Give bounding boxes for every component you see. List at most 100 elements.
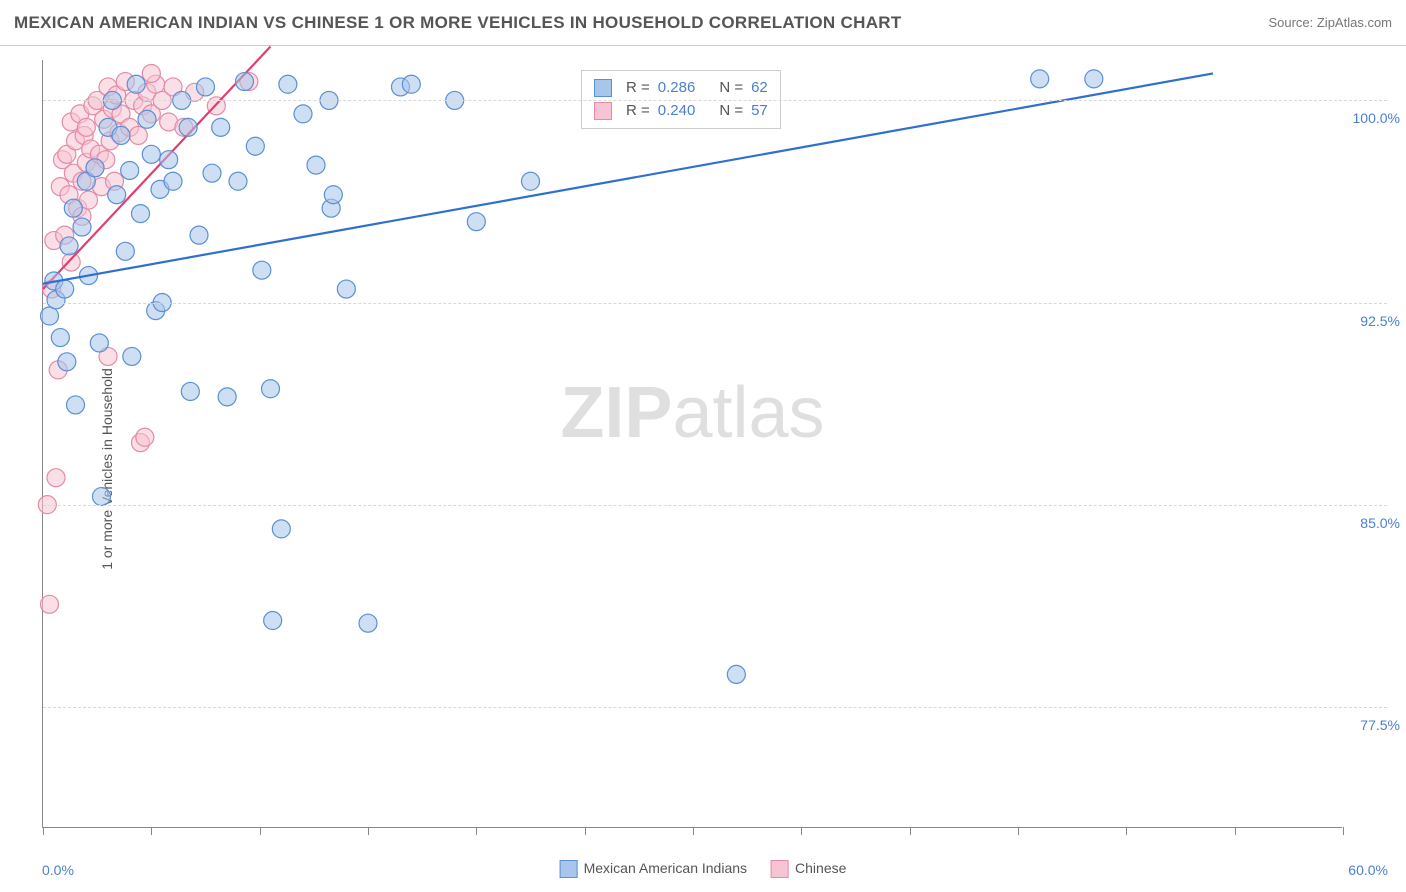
stats-n-value: 62 — [751, 77, 768, 100]
scatter-point-blue — [56, 280, 74, 298]
stats-r-value: 0.240 — [658, 100, 696, 123]
x-tick — [43, 827, 44, 835]
scatter-point-pink — [129, 126, 147, 144]
scatter-point-blue — [127, 75, 145, 93]
stats-n-value: 57 — [751, 100, 768, 123]
y-tick-label: 77.5% — [1360, 717, 1400, 733]
scatter-point-blue — [51, 329, 69, 347]
x-tick — [801, 827, 802, 835]
scatter-point-blue — [67, 396, 85, 414]
scatter-point-blue — [294, 105, 312, 123]
scatter-point-blue — [108, 186, 126, 204]
scatter-point-blue — [727, 665, 745, 683]
stats-r-label: R = — [626, 77, 650, 100]
gridline — [43, 707, 1387, 708]
stats-n-label: N = — [719, 77, 743, 100]
stats-swatch-blue — [594, 79, 612, 97]
scatter-point-pink — [62, 253, 80, 271]
scatter-point-blue — [41, 307, 59, 325]
x-tick — [693, 827, 694, 835]
legend-item-blue: Mexican American Indians — [560, 860, 747, 878]
scatter-point-blue — [93, 488, 111, 506]
scatter-point-blue — [359, 614, 377, 632]
scatter-point-blue — [253, 261, 271, 279]
scatter-point-pink — [136, 428, 154, 446]
scatter-point-blue — [181, 382, 199, 400]
scatter-point-blue — [112, 126, 130, 144]
scatter-point-blue — [164, 172, 182, 190]
scatter-point-blue — [324, 186, 342, 204]
scatter-point-blue — [132, 205, 150, 223]
stats-r-value: 0.286 — [658, 77, 696, 100]
x-axis-min-label: 0.0% — [42, 862, 74, 878]
scatter-point-blue — [90, 334, 108, 352]
scatter-point-blue — [190, 226, 208, 244]
x-tick — [1235, 827, 1236, 835]
x-tick — [585, 827, 586, 835]
scatter-point-blue — [160, 151, 178, 169]
scatter-point-blue — [467, 213, 485, 231]
x-tick — [1018, 827, 1019, 835]
stats-n-label: N = — [719, 100, 743, 123]
legend-item-pink: Chinese — [771, 860, 846, 878]
scatter-point-blue — [272, 520, 290, 538]
scatter-point-blue — [264, 612, 282, 630]
x-tick — [1126, 827, 1127, 835]
scatter-point-blue — [116, 242, 134, 260]
legend-bottom: Mexican American Indians Chinese — [560, 860, 847, 878]
scatter-point-blue — [307, 156, 325, 174]
scatter-point-blue — [229, 172, 247, 190]
scatter-point-blue — [58, 353, 76, 371]
chart-area: 1 or more Vehicles in Household R = 0.28… — [0, 46, 1406, 892]
scatter-point-pink — [47, 469, 65, 487]
scatter-point-blue — [64, 199, 82, 217]
scatter-point-blue — [1031, 70, 1049, 88]
scatter-point-pink — [41, 595, 59, 613]
scatter-point-blue — [218, 388, 236, 406]
chart-title: MEXICAN AMERICAN INDIAN VS CHINESE 1 OR … — [14, 13, 902, 33]
scatter-point-blue — [212, 118, 230, 136]
chart-source: Source: ZipAtlas.com — [1268, 15, 1392, 30]
gridline — [43, 303, 1387, 304]
scatter-point-pink — [77, 118, 95, 136]
scatter-point-blue — [236, 73, 254, 91]
scatter-point-blue — [262, 380, 280, 398]
stats-row-pink: R = 0.240 N = 57 — [594, 100, 768, 123]
legend-swatch-blue — [560, 860, 578, 878]
x-tick — [368, 827, 369, 835]
legend-label-pink: Chinese — [795, 860, 846, 876]
plot-svg — [43, 60, 1342, 827]
scatter-point-blue — [203, 164, 221, 182]
scatter-point-blue — [246, 137, 264, 155]
scatter-point-blue — [138, 110, 156, 128]
scatter-point-pink — [142, 64, 160, 82]
stats-swatch-pink — [594, 102, 612, 120]
y-tick-label: 85.0% — [1360, 515, 1400, 531]
x-tick — [910, 827, 911, 835]
y-tick-label: 92.5% — [1360, 313, 1400, 329]
scatter-point-blue — [121, 161, 139, 179]
x-tick — [476, 827, 477, 835]
scatter-point-blue — [86, 159, 104, 177]
scatter-point-blue — [142, 145, 160, 163]
gridline — [43, 100, 1387, 101]
scatter-point-blue — [402, 75, 420, 93]
scatter-point-blue — [60, 237, 78, 255]
scatter-point-blue — [197, 78, 215, 96]
legend-swatch-pink — [771, 860, 789, 878]
chart-header: MEXICAN AMERICAN INDIAN VS CHINESE 1 OR … — [0, 0, 1406, 46]
y-tick-label: 100.0% — [1353, 110, 1400, 126]
scatter-point-blue — [73, 218, 91, 236]
scatter-point-blue — [337, 280, 355, 298]
gridline — [43, 505, 1387, 506]
x-tick — [1343, 827, 1344, 835]
scatter-point-blue — [1085, 70, 1103, 88]
stats-r-label: R = — [626, 100, 650, 123]
scatter-point-blue — [179, 118, 197, 136]
legend-label-blue: Mexican American Indians — [584, 860, 747, 876]
stats-row-blue: R = 0.286 N = 62 — [594, 77, 768, 100]
scatter-point-blue — [522, 172, 540, 190]
scatter-point-blue — [123, 347, 141, 365]
scatter-point-blue — [279, 75, 297, 93]
x-tick — [260, 827, 261, 835]
